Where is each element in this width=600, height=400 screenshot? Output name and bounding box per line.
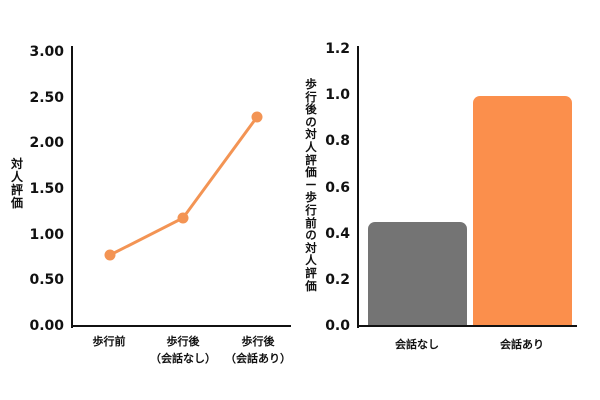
y-tick: 1.50 (29, 181, 64, 197)
y-tick: 0.0 (325, 318, 350, 334)
line-chart-y-axis-title: 対人評価 (10, 157, 23, 210)
bar-chart-y-axis-title: 歩行後の対人評価ー歩行前の対人評価 (305, 77, 317, 293)
y-tick: 0.50 (29, 272, 64, 288)
y-tick: 3.00 (29, 44, 64, 60)
data-point (104, 249, 116, 261)
y-tick: 1.0 (325, 87, 350, 103)
x-label: 歩行後 （会話なし） (150, 335, 216, 365)
bar-chart-x-axis (357, 325, 577, 327)
x-label: 会話あり (500, 338, 544, 351)
x-label: 歩行後 （会話あり） (225, 335, 291, 365)
bar-with-conversation (473, 96, 572, 326)
y-tick: 0.8 (325, 133, 350, 149)
y-tick: 0.6 (325, 180, 350, 196)
x-label: 会話なし (395, 338, 439, 351)
bar-no-conversation (368, 222, 467, 326)
y-tick: 0.4 (325, 226, 350, 242)
y-tick: 2.50 (29, 90, 64, 106)
y-tick: 0.00 (29, 318, 64, 334)
y-tick: 2.00 (29, 135, 64, 151)
bar-chart: 歩行後の対人評価ー歩行前の対人評価 1.2 1.0 0.8 0.6 0.4 0.… (300, 0, 600, 400)
y-tick: 0.2 (325, 272, 350, 288)
line-chart: 対人評価 3.00 2.50 2.00 1.50 1.00 0.50 0.00 … (10, 44, 291, 365)
line-chart-x-axis (71, 325, 291, 327)
y-tick: 1.2 (325, 41, 350, 57)
line-series (104, 111, 263, 261)
data-point (251, 111, 263, 123)
line-chart-y-axis (71, 46, 73, 328)
data-point (177, 212, 189, 224)
x-label: 歩行前 (92, 335, 126, 348)
y-tick: 1.00 (29, 227, 64, 243)
bar-chart-y-axis (357, 46, 359, 328)
